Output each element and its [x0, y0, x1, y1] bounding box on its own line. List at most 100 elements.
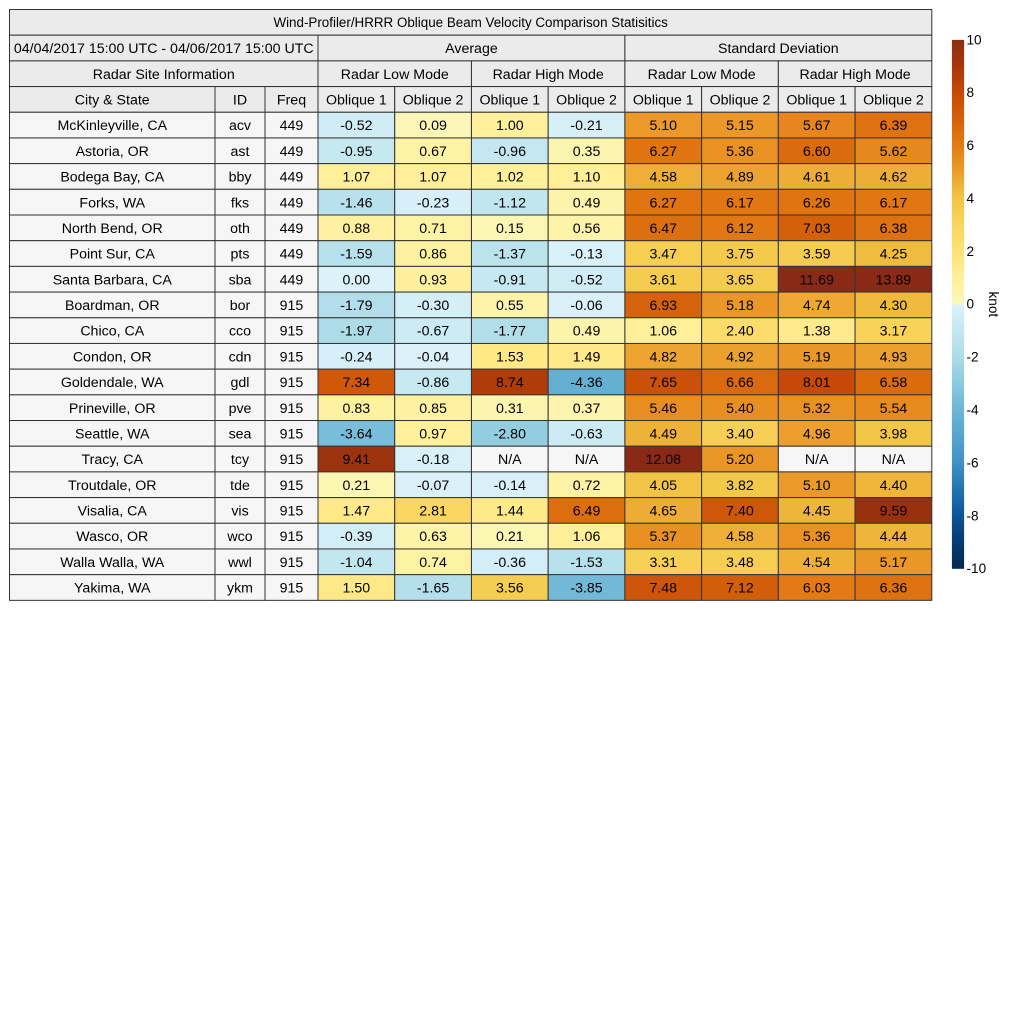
- svg-text:-0.36: -0.36: [494, 555, 526, 571]
- svg-text:449: 449: [280, 247, 304, 263]
- svg-text:3.65: 3.65: [726, 272, 754, 288]
- svg-text:Radar Low Mode: Radar Low Mode: [341, 67, 449, 83]
- svg-text:3.75: 3.75: [726, 247, 754, 263]
- svg-text:6.38: 6.38: [880, 221, 908, 237]
- svg-text:7.03: 7.03: [803, 221, 831, 237]
- svg-text:5.32: 5.32: [803, 401, 831, 417]
- svg-text:0.21: 0.21: [496, 529, 524, 545]
- svg-text:5.54: 5.54: [880, 401, 908, 417]
- svg-text:1.44: 1.44: [496, 504, 524, 520]
- svg-text:-0.24: -0.24: [340, 349, 372, 365]
- svg-text:8.74: 8.74: [496, 375, 524, 391]
- svg-text:Average: Average: [445, 41, 498, 57]
- svg-text:Troutdale, OR: Troutdale, OR: [68, 478, 157, 494]
- svg-text:-1.77: -1.77: [494, 324, 526, 340]
- svg-text:1.02: 1.02: [496, 170, 524, 186]
- svg-text:0.35: 0.35: [573, 144, 601, 160]
- svg-text:-0.52: -0.52: [570, 272, 602, 288]
- svg-text:5.10: 5.10: [649, 118, 677, 134]
- svg-text:tcy: tcy: [231, 452, 250, 468]
- svg-text:3.61: 3.61: [649, 272, 677, 288]
- svg-text:13.89: 13.89: [876, 272, 912, 288]
- svg-text:4.40: 4.40: [880, 478, 908, 494]
- svg-text:449: 449: [280, 144, 304, 160]
- svg-text:wwl: wwl: [227, 555, 252, 571]
- svg-text:ast: ast: [231, 144, 250, 160]
- svg-text:9.59: 9.59: [880, 504, 908, 520]
- svg-text:Oblique 1: Oblique 1: [326, 93, 387, 109]
- svg-text:4.62: 4.62: [880, 170, 908, 186]
- svg-text:-0.95: -0.95: [340, 144, 372, 160]
- svg-text:9.41: 9.41: [343, 452, 371, 468]
- svg-text:4.93: 4.93: [880, 349, 908, 365]
- svg-text:5.36: 5.36: [803, 529, 831, 545]
- svg-text:ID: ID: [233, 93, 247, 109]
- svg-text:knot: knot: [986, 291, 1001, 317]
- svg-text:04/04/2017 15:00 UTC - 04/06/2: 04/04/2017 15:00 UTC - 04/06/2017 15:00 …: [14, 41, 314, 57]
- svg-text:8.01: 8.01: [803, 375, 831, 391]
- svg-text:Freq: Freq: [277, 93, 306, 109]
- svg-text:6.66: 6.66: [726, 375, 754, 391]
- svg-text:4.49: 4.49: [649, 426, 677, 442]
- svg-text:acv: acv: [229, 118, 252, 134]
- svg-text:3.31: 3.31: [649, 555, 677, 571]
- svg-text:-0.04: -0.04: [417, 349, 449, 365]
- svg-text:1.06: 1.06: [649, 324, 677, 340]
- svg-text:6.49: 6.49: [573, 504, 601, 520]
- svg-text:7.34: 7.34: [343, 375, 371, 391]
- svg-text:6.27: 6.27: [649, 195, 677, 211]
- svg-text:0.49: 0.49: [573, 324, 601, 340]
- svg-text:10: 10: [967, 32, 983, 47]
- svg-text:Radar Site Information: Radar Site Information: [93, 67, 235, 83]
- svg-text:6.47: 6.47: [649, 221, 677, 237]
- svg-text:3.47: 3.47: [649, 247, 677, 263]
- svg-text:4.45: 4.45: [803, 504, 831, 520]
- svg-text:0.00: 0.00: [343, 272, 371, 288]
- svg-text:-1.59: -1.59: [340, 247, 372, 263]
- svg-text:3.98: 3.98: [880, 426, 908, 442]
- svg-text:0.21: 0.21: [343, 478, 371, 494]
- svg-text:cco: cco: [229, 324, 251, 340]
- svg-text:-1.79: -1.79: [340, 298, 372, 314]
- svg-text:4.05: 4.05: [649, 478, 677, 494]
- svg-text:915: 915: [280, 555, 304, 571]
- svg-text:4.30: 4.30: [880, 298, 908, 314]
- svg-text:2.81: 2.81: [419, 504, 447, 520]
- svg-text:4: 4: [967, 191, 975, 206]
- svg-text:4.74: 4.74: [803, 298, 831, 314]
- svg-text:5.19: 5.19: [803, 349, 831, 365]
- svg-text:Radar High Mode: Radar High Mode: [799, 67, 910, 83]
- svg-text:5.62: 5.62: [880, 144, 908, 160]
- svg-text:449: 449: [280, 221, 304, 237]
- svg-text:gdl: gdl: [231, 375, 250, 391]
- svg-text:oth: oth: [230, 221, 250, 237]
- svg-text:North Bend, OR: North Bend, OR: [62, 221, 163, 237]
- svg-text:8: 8: [967, 85, 975, 100]
- svg-text:0.37: 0.37: [573, 401, 601, 417]
- svg-text:7.12: 7.12: [726, 581, 754, 597]
- svg-text:Radar High Mode: Radar High Mode: [493, 67, 604, 83]
- svg-text:4.96: 4.96: [803, 426, 831, 442]
- svg-text:1.53: 1.53: [496, 349, 524, 365]
- svg-text:Santa Barbara, CA: Santa Barbara, CA: [53, 272, 173, 288]
- svg-text:N/A: N/A: [882, 452, 906, 468]
- svg-text:-0.96: -0.96: [494, 144, 526, 160]
- svg-text:-0.18: -0.18: [417, 452, 449, 468]
- svg-text:7.65: 7.65: [649, 375, 677, 391]
- svg-text:449: 449: [280, 170, 304, 186]
- svg-text:-0.67: -0.67: [417, 324, 449, 340]
- svg-text:1.07: 1.07: [419, 170, 447, 186]
- svg-text:1.07: 1.07: [343, 170, 371, 186]
- svg-text:3.17: 3.17: [880, 324, 908, 340]
- svg-text:Oblique 2: Oblique 2: [556, 93, 617, 109]
- svg-text:449: 449: [280, 195, 304, 211]
- svg-text:-0.23: -0.23: [417, 195, 449, 211]
- svg-text:Visalia, CA: Visalia, CA: [78, 504, 148, 520]
- svg-text:1.00: 1.00: [496, 118, 524, 134]
- svg-text:4.58: 4.58: [649, 170, 677, 186]
- svg-text:2: 2: [967, 244, 975, 259]
- svg-text:0.86: 0.86: [419, 247, 447, 263]
- svg-text:N/A: N/A: [575, 452, 599, 468]
- svg-text:6.26: 6.26: [803, 195, 831, 211]
- svg-text:Tracy, CA: Tracy, CA: [82, 452, 144, 468]
